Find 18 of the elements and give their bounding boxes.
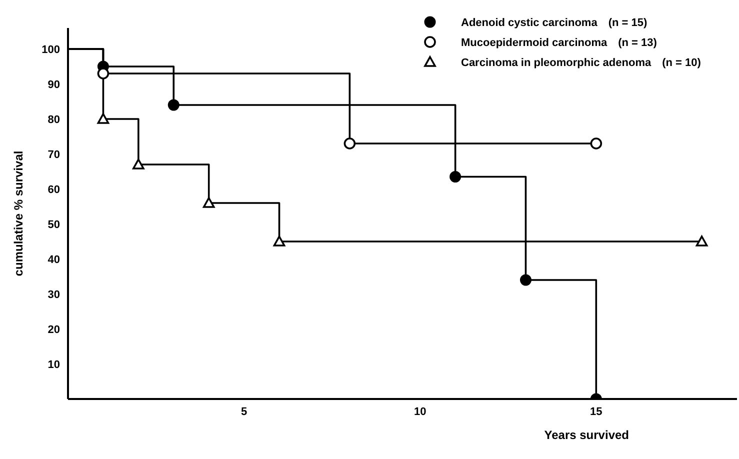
x-tick-label: 15 — [590, 406, 602, 418]
x-axis-title: Years survived — [544, 428, 629, 442]
y-tick-label: 10 — [48, 358, 60, 371]
y-tick-label: 70 — [48, 148, 60, 161]
y-tick-label: 60 — [48, 184, 60, 196]
x-tick-label: 5 — [240, 406, 248, 418]
y-tick-label: 30 — [48, 288, 60, 301]
legend-label: Mucoepidermoid carcinoma (n = 13) — [461, 36, 657, 50]
y-tick-label: 90 — [48, 78, 60, 91]
legend-label: Carcinoma in pleomorphic adenoma (n = 10) — [461, 56, 701, 70]
y-tick-label: 80 — [48, 114, 60, 126]
y-tick-label: 20 — [48, 324, 60, 336]
legend-label: Adenoid cystic carcinoma (n = 15) — [461, 16, 648, 30]
y-tick-label: 40 — [48, 254, 60, 266]
y-tick-label: 50 — [48, 218, 60, 231]
y-axis-title: cumulative % survival — [11, 150, 26, 276]
x-tick-label: 10 — [414, 406, 426, 418]
y-tick-label: 100 — [42, 44, 60, 56]
